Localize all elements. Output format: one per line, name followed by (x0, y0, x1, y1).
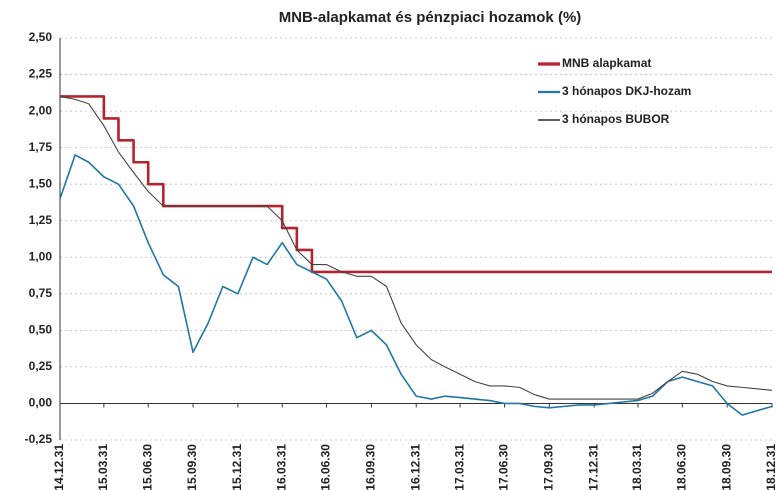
x-tick-label: 2017.09.30 (541, 444, 555, 490)
legend-label: 3 hónapos BUBOR (562, 112, 670, 126)
chart-title: MNB-alapkamat és pénzpiaci hozamok (%) (279, 9, 582, 26)
x-tick-label: 2015.09.30 (185, 444, 199, 490)
x-tick-label: 2016.12.31 (408, 444, 422, 490)
x-tick-label: 2018.09.30 (719, 444, 733, 490)
x-tick-label: 2017.03.31 (452, 444, 466, 490)
y-tick-label: 1,75 (29, 140, 53, 154)
y-tick-label: 0,25 (29, 359, 53, 373)
series-line (59, 95, 773, 400)
y-tick-label: 2,50 (29, 30, 53, 44)
y-tick-label: 0,00 (29, 396, 53, 410)
y-tick-label: 1,25 (29, 213, 53, 227)
x-tick-label: 2015.12.31 (230, 444, 244, 490)
x-tick-label: 2014.12.31 (52, 444, 66, 490)
x-tick-label: 2018.06.30 (675, 444, 689, 490)
y-tick-label: 0,50 (29, 323, 53, 337)
x-tick-label: 2016.06.30 (319, 444, 333, 490)
x-tick-label: 2016.09.30 (364, 444, 378, 490)
x-tick-label: 2018.12.31 (764, 444, 778, 490)
y-tick-label: 1,00 (29, 249, 53, 263)
series-line (60, 95, 772, 274)
x-tick-label: 2016.03.31 (274, 444, 288, 490)
x-tick-label: 2017.06.30 (497, 444, 511, 490)
x-tick-label: 2015.03.31 (96, 444, 110, 490)
x-tick-label: 2018.03.31 (630, 444, 644, 490)
series-line (59, 154, 773, 416)
legend-label: 3 hónapos DKJ-hozam (562, 84, 691, 98)
y-tick-label: 2,25 (29, 67, 53, 81)
y-tick-label: -0,25 (25, 432, 53, 446)
y-tick-label: 1,50 (29, 176, 53, 190)
x-tick-label: 2017.12.31 (586, 444, 600, 490)
legend-label: MNB alapkamat (562, 56, 651, 70)
x-tick-label: 2015.06.30 (140, 444, 154, 490)
y-tick-label: 0,75 (29, 286, 53, 300)
y-tick-label: 2,00 (29, 103, 53, 117)
